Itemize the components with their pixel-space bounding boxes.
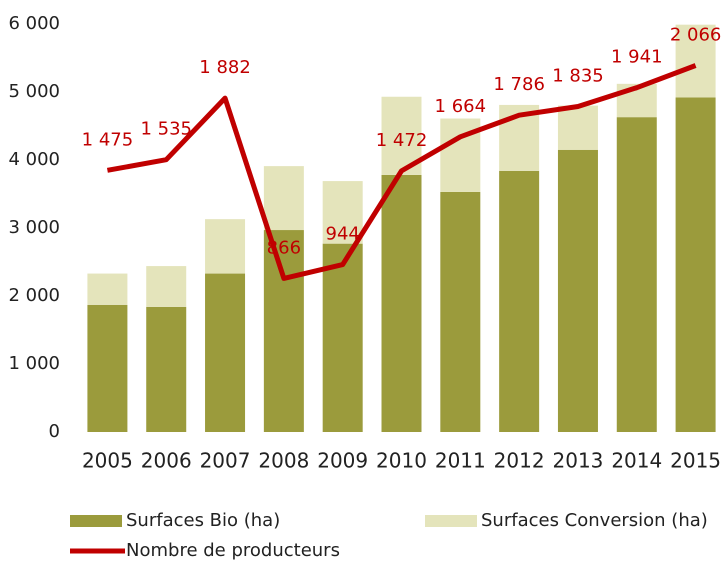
y-tick-label: 0: [49, 421, 60, 442]
bar: [381, 174, 422, 432]
data-label: 1 475: [82, 129, 134, 150]
legend-swatch: [70, 515, 122, 527]
x-tick-label: 2012: [494, 449, 545, 473]
x-tick-label: 2011: [435, 449, 486, 473]
data-label: 1 882: [199, 57, 251, 78]
data-label: 1 941: [611, 47, 663, 68]
bar: [557, 105, 598, 150]
data-label: 944: [326, 224, 360, 245]
bar: [322, 181, 363, 244]
bar: [675, 24, 716, 98]
bar: [146, 266, 187, 307]
bar: [205, 273, 246, 432]
bar: [146, 306, 187, 432]
bar: [499, 170, 540, 432]
x-tick-label: 2014: [611, 449, 662, 473]
bar: [263, 166, 304, 231]
data-label: 866: [267, 237, 301, 258]
x-tick-label: 2007: [200, 449, 251, 473]
x-tick-label: 2008: [258, 449, 309, 473]
legend-swatch: [425, 515, 477, 527]
data-label: 1 786: [493, 74, 545, 95]
bar: [322, 243, 363, 432]
x-tick-label: 2006: [141, 449, 192, 473]
data-label: 1 472: [376, 130, 428, 151]
x-tick-label: 2015: [670, 449, 721, 473]
y-tick-label: 1 000: [8, 353, 60, 374]
y-tick-label: 3 000: [8, 217, 60, 238]
legend-label: Nombre de producteurs: [126, 540, 340, 561]
y-tick-label: 4 000: [8, 149, 60, 170]
bar: [557, 149, 598, 433]
bar: [87, 273, 128, 305]
y-tick-label: 2 000: [8, 285, 60, 306]
bar: [205, 219, 246, 274]
y-tick-label: 5 000: [8, 81, 60, 102]
bar: [675, 97, 716, 432]
bar: [263, 230, 304, 432]
line: [106, 63, 697, 281]
x-tick-label: 2013: [553, 449, 604, 473]
data-label: 1 664: [435, 96, 487, 117]
data-label: 1 535: [140, 119, 192, 140]
bar: [440, 191, 481, 432]
x-tick-label: 2009: [317, 449, 368, 473]
data-label: 1 835: [552, 65, 604, 86]
legend-label: Surfaces Conversion (ha): [481, 510, 708, 531]
x-tick-label: 2010: [376, 449, 427, 473]
x-tick-label: 2005: [82, 449, 133, 473]
bar: [87, 304, 128, 432]
legend-label: Surfaces Bio (ha): [126, 510, 280, 531]
bar: [616, 117, 657, 432]
y-tick-label: 6 000: [8, 13, 60, 34]
data-label: 2 066: [670, 25, 722, 46]
